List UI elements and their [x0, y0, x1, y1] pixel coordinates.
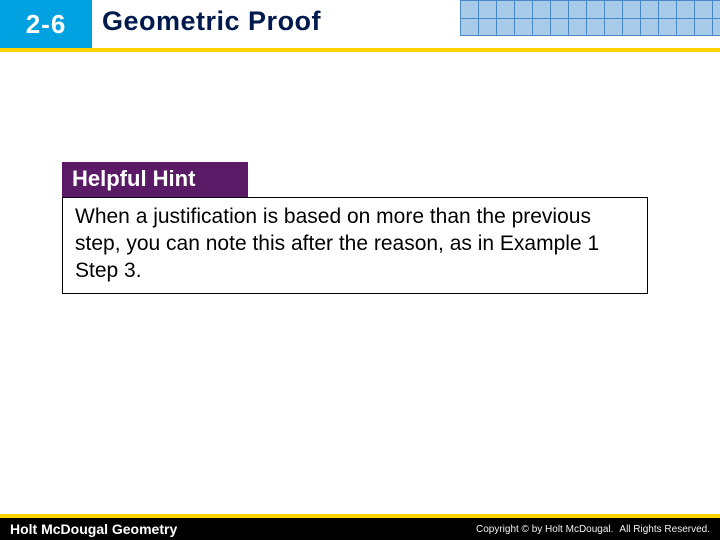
lesson-number-box: 2-6 [0, 0, 92, 48]
slide: 2-6 Geometric Proof Helpful Hint When a … [0, 0, 720, 540]
slide-footer: Holt McDougal Geometry Copyright © by Ho… [0, 518, 720, 540]
rights-text: All Rights Reserved. [619, 524, 710, 535]
header-accent-line [0, 48, 720, 52]
hint-label: Helpful Hint [62, 162, 248, 197]
header-grid-decoration [460, 0, 720, 36]
hint-body: When a justification is based on more th… [62, 197, 648, 294]
copyright-text: Copyright © by Holt McDougal. [476, 524, 613, 535]
footer-publisher: Holt McDougal Geometry [0, 521, 177, 537]
lesson-number: 2-6 [26, 9, 67, 40]
lesson-title: Geometric Proof [102, 6, 321, 37]
content-area: Helpful Hint When a justification is bas… [62, 162, 648, 294]
slide-header: 2-6 Geometric Proof [0, 0, 720, 58]
footer-copyright: Copyright © by Holt McDougal. All Rights… [476, 524, 720, 535]
